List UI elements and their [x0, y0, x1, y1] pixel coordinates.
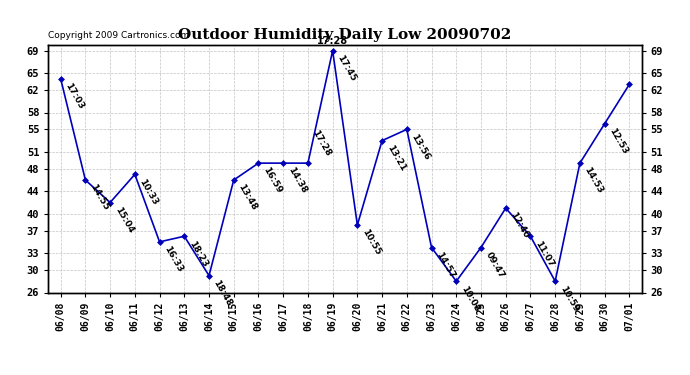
Text: 11:07: 11:07: [533, 239, 555, 268]
Text: 14:55: 14:55: [88, 183, 110, 212]
Text: 10:33: 10:33: [137, 177, 159, 206]
Text: 13:48: 13:48: [237, 183, 259, 212]
Text: 14:57: 14:57: [434, 250, 457, 280]
Text: Copyright 2009 Cartronics.com: Copyright 2009 Cartronics.com: [48, 31, 190, 40]
Text: 18:48: 18:48: [212, 278, 234, 308]
Title: Outdoor Humidity Daily Low 20090702: Outdoor Humidity Daily Low 20090702: [179, 28, 511, 42]
Text: 12:53: 12:53: [607, 126, 629, 156]
Text: 13:21: 13:21: [385, 143, 407, 173]
Text: 09:47: 09:47: [484, 250, 506, 280]
Text: 14:53: 14:53: [582, 166, 605, 195]
Text: 10:08: 10:08: [459, 284, 481, 313]
Text: 16:33: 16:33: [162, 244, 184, 274]
Text: 17:28: 17:28: [310, 128, 333, 158]
Text: 10:59: 10:59: [558, 284, 580, 314]
Text: 12:40: 12:40: [509, 211, 531, 240]
Text: 18:23: 18:23: [187, 239, 209, 268]
Text: 16:59: 16:59: [262, 166, 284, 195]
Text: 10:55: 10:55: [360, 228, 382, 257]
Text: 17:28: 17:28: [317, 36, 348, 46]
Text: 15:04: 15:04: [113, 205, 135, 235]
Text: 13:56: 13:56: [410, 132, 432, 162]
Text: 14:38: 14:38: [286, 166, 308, 195]
Text: 17:45: 17:45: [335, 53, 357, 83]
Text: 17:03: 17:03: [63, 81, 86, 111]
